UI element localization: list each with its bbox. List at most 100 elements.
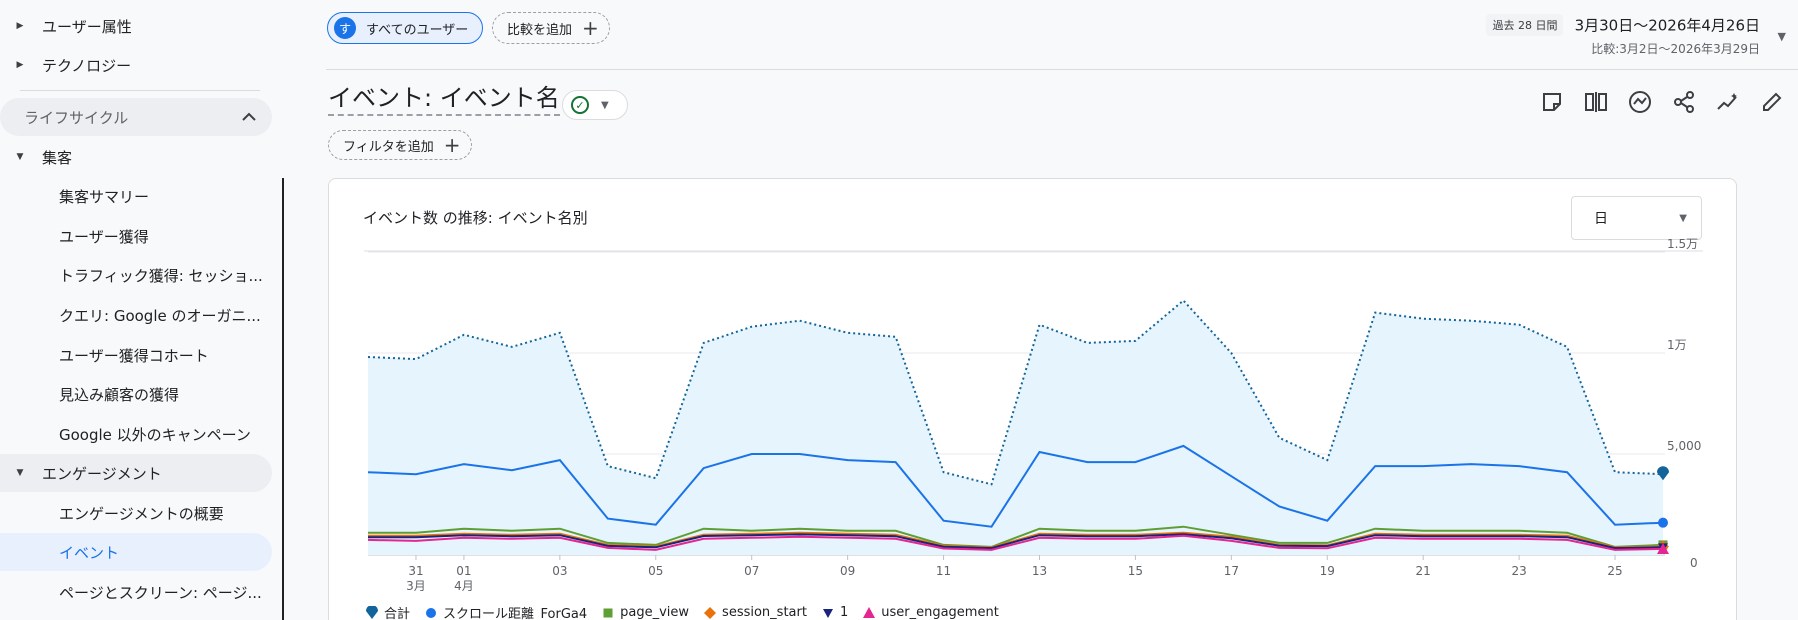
legend-label: user_engagement (881, 605, 999, 620)
page-title[interactable]: イベント: イベント名 (328, 84, 560, 116)
legend-label: session_start (722, 605, 807, 620)
legend-marker-icon (863, 606, 876, 618)
legend-item-one[interactable]: 1 (821, 605, 848, 620)
x-tick-label: 19 (1320, 564, 1335, 578)
series-line-scroll (367, 444, 1664, 528)
sidebar-group-label: ライフサイクル (24, 108, 129, 127)
sidebar-item-label: エンゲージメント (42, 464, 162, 483)
insights-icon[interactable] (1626, 88, 1654, 116)
all-users-chip[interactable]: す すべてのユーザー (327, 12, 484, 44)
report-status-chip[interactable]: ✓ ▼ (562, 90, 628, 120)
caret-right-icon: ▶ (16, 60, 24, 70)
sidebar-item-label: Google 以外のキャンペーン (59, 425, 251, 444)
sidebar-item-lead-acquisition[interactable]: 見込み顧客の獲得 (0, 375, 272, 413)
y-tick-label: 0 (1690, 556, 1698, 570)
add-filter-button[interactable]: フィルタを追加 + (328, 130, 472, 160)
legend-item-scroll[interactable]: スクロール距離_ForGa4 (424, 603, 587, 620)
sidebar-item-pages-screens[interactable]: ページとスクリーン: ページ... (0, 573, 272, 611)
sidebar-item-non-google-campaigns[interactable]: Google 以外のキャンペーン (0, 415, 272, 453)
x-tick-label: 15 (1128, 564, 1143, 578)
edit-icon[interactable] (1758, 88, 1786, 116)
sidebar-item-label: ユーザー獲得コホート (59, 346, 209, 365)
legend-item-total[interactable]: 合計 (365, 603, 410, 620)
granularity-value: 日 (1594, 211, 1608, 227)
chart-legend: 合計 スクロール距離_ForGa4 page_view session_start 1 u… (365, 603, 999, 620)
x-tick-sublabel: 4月 (454, 579, 474, 593)
sidebar-group-lifecycle[interactable]: ライフサイクル (0, 98, 272, 136)
sidebar-item-acquisition-overview[interactable]: 集客サマリー (0, 177, 272, 215)
sidebar-item-acquisition-cohort[interactable]: ユーザー獲得コホート (0, 336, 272, 374)
sidebar-item-technology[interactable]: ▶ テクノロジー (0, 46, 272, 84)
caret-down-icon: ▼ (16, 152, 24, 162)
legend-item-user_engagement[interactable]: user_engagement (862, 605, 999, 620)
x-tick-label: 09 (840, 564, 855, 578)
legend-marker-icon (822, 608, 833, 618)
legend-label: 1 (839, 605, 849, 620)
total-area (368, 300, 1663, 555)
sidebar-item-label: 見込み顧客の獲得 (59, 385, 180, 404)
sidebar-item-events[interactable]: イベント (0, 533, 272, 571)
legend-label: page_view (620, 605, 690, 620)
caret-down-icon: ▼ (1679, 212, 1687, 224)
date-dropdown-caret-icon[interactable]: ▼ (1777, 30, 1786, 43)
legend-marker-one (822, 608, 833, 618)
sidebar-scroll-indicator (282, 178, 284, 620)
sidebar-item-engagement-overview[interactable]: エンゲージメントの概要 (0, 494, 272, 532)
series-end-marker-user_engagement (1657, 542, 1669, 554)
date-compare-text: 比較:3月2日〜2026年3月29日 (1591, 42, 1760, 56)
x-tick-label: 11 (936, 564, 951, 578)
notes-icon[interactable] (1538, 88, 1566, 116)
add-comparison-button[interactable]: 比較を追加 + (492, 12, 610, 44)
sidebar-item-label: 集客サマリー (59, 187, 150, 206)
legend-label: 合計 (384, 607, 411, 620)
sidebar-item-label: ユーザー獲得 (59, 227, 149, 246)
sidebar-item-traffic-acquisition[interactable]: トラフィック獲得: セッショ... (0, 256, 272, 294)
sidebar-item-user-acquisition[interactable]: ユーザー獲得 (0, 217, 272, 255)
legend-marker-page_view (603, 608, 613, 617)
sidebar-item-engagement[interactable]: ▼ エンゲージメント (0, 454, 272, 492)
segment-avatar: す (334, 17, 356, 39)
legend-item-page_view[interactable]: page_view (601, 605, 689, 620)
sidebar-item-demographics[interactable]: ▶ ユーザー属性 (0, 7, 272, 45)
sidebar-divider (20, 90, 260, 91)
y-tick-label: 1.5万 (1667, 237, 1698, 251)
sparkle-trend-icon[interactable] (1714, 88, 1742, 116)
x-tick-label: 07 (744, 564, 759, 578)
legend-marker-icon (704, 606, 717, 619)
legend-marker-total (366, 605, 378, 619)
chart-card: イベント数 の推移: イベント名別 日 ▼ 0 5,000 1万 1.5万 31 3月 01… (328, 178, 1737, 620)
sidebar: ▶ ユーザー属性 ▶ テクノロジー ライフサイクル ▼ 集客 集客サマリー ユー… (0, 0, 285, 620)
x-tick-label: 13 (1032, 564, 1047, 578)
y-tick-label: 5,000 (1667, 439, 1701, 453)
sidebar-item-label: イベント (59, 543, 120, 562)
series-line-page_view (368, 525, 1664, 548)
x-tick-label: 25 (1607, 564, 1622, 578)
x-tick-label: 17 (1224, 564, 1239, 578)
legend-marker-icon (366, 605, 378, 619)
add-comparison-label: 比較を追加 (507, 22, 573, 38)
sidebar-item-google-queries[interactable]: クエリ: Google のオーガニ... (0, 296, 272, 334)
check-circle-icon: ✓ (571, 96, 589, 114)
x-tick-sublabel: 3月 (406, 579, 426, 593)
share-icon[interactable] (1670, 88, 1698, 116)
legend-label: スクロール距離_ForGa4 (443, 607, 588, 620)
sidebar-item-acquisition[interactable]: ▼ 集客 (0, 138, 272, 176)
sidebar-item-label: ユーザー属性 (42, 17, 132, 36)
x-tick-label: 03 (552, 564, 567, 578)
sidebar-item-label: 集客 (42, 148, 73, 167)
legend-marker-icon (426, 607, 437, 618)
granularity-select[interactable]: 日 ▼ (1571, 196, 1702, 240)
date-range-picker[interactable]: 過去 28 日間 3月30日〜2026年4月26日 比較:3月2日〜2026年3… (1486, 14, 1760, 57)
caret-right-icon: ▶ (16, 21, 24, 31)
x-tick-label: 05 (648, 564, 663, 578)
legend-item-session_start[interactable]: session_start (703, 605, 807, 620)
top-bar: す すべてのユーザー 比較を追加 + 過去 28 日間 3月30日〜2026年4… (326, 0, 1798, 70)
date-preset-badge: 過去 28 日間 (1486, 14, 1564, 36)
series-end-marker-total (1657, 466, 1669, 481)
y-tick-label: 1万 (1667, 338, 1687, 352)
series-line-one (368, 533, 1664, 550)
compare-columns-icon[interactable] (1582, 88, 1610, 116)
sidebar-item-label: テクノロジー (42, 56, 132, 75)
